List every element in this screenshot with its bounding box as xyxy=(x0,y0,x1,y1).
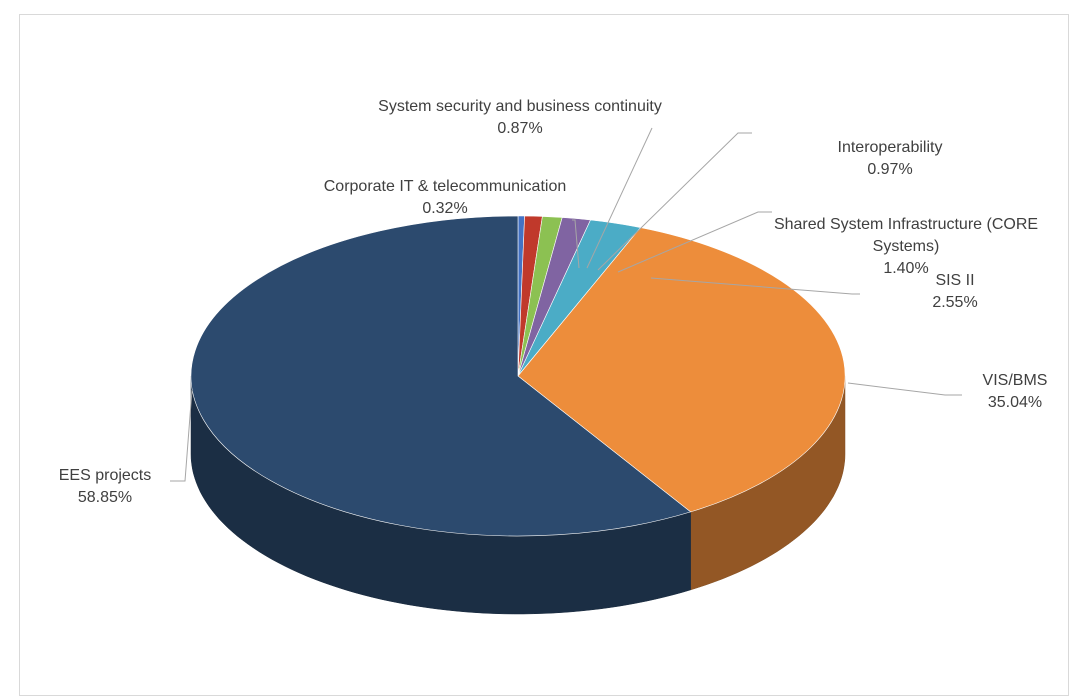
slice-label-corporate-it: Corporate IT & telecommunication 0.32% xyxy=(295,176,595,220)
slice-label-interoperability: Interoperability 0.97% xyxy=(800,137,980,181)
slice-percent: 58.85% xyxy=(77,489,133,506)
slice-label-shared-system-infrastructure: Shared System Infrastructure (CORE Syste… xyxy=(773,214,1039,280)
slice-percent: 0.97% xyxy=(867,161,913,178)
slice-name: VIS/BMS xyxy=(982,372,1048,389)
pie-tops xyxy=(190,215,846,537)
slice-name: SIS II xyxy=(935,272,975,289)
leader-line-6 xyxy=(170,389,193,482)
leader-line-5 xyxy=(847,382,962,396)
leader-line-2 xyxy=(597,132,752,271)
leader-line-1 xyxy=(586,127,653,269)
slice-name: Interoperability xyxy=(837,139,943,156)
slice-percent: 1.40% xyxy=(883,260,929,277)
slice-name: Shared System Infrastructure (CORE Syste… xyxy=(773,216,1039,255)
slice-name: Corporate IT & telecommunication xyxy=(323,178,567,195)
slice-percent: 35.04% xyxy=(987,394,1043,411)
slice-label-system-security: System security and business continuity … xyxy=(340,96,700,140)
slice-percent: 0.87% xyxy=(497,120,543,137)
slice-label-sis-ii: SIS II 2.55% xyxy=(910,270,1000,314)
leader-line-3 xyxy=(617,211,772,273)
slice-percent: 2.55% xyxy=(932,294,978,311)
pie-slice-6 xyxy=(190,215,692,537)
slice-percent: 0.32% xyxy=(422,200,468,217)
slice-name: EES projects xyxy=(58,467,152,484)
pie-slice-5 xyxy=(517,227,846,513)
slice-label-ees-projects: EES projects 58.85% xyxy=(40,465,170,509)
pie-leader-lines xyxy=(170,127,962,482)
slice-name: System security and business continuity xyxy=(378,98,662,115)
slice-label-vis-bms: VIS/BMS 35.04% xyxy=(965,370,1065,414)
leader-line-4 xyxy=(650,277,860,295)
leader-line-0 xyxy=(572,219,580,269)
